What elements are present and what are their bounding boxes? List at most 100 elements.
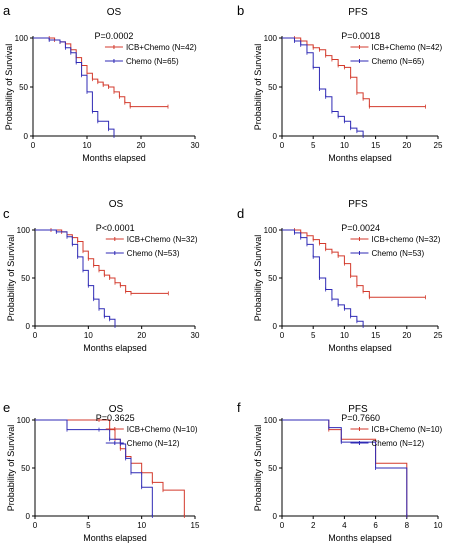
x-tick-label: 10 [340, 141, 349, 150]
chart-title: OS [107, 7, 122, 18]
km-curve-chemo [35, 419, 153, 516]
p-value: P=0.7660 [341, 413, 380, 423]
panel-d: d PFS 0 5 10 15 20 25 0 50 100 Months elapsed Probab… [237, 199, 443, 353]
x-tick-label: 30 [191, 141, 200, 150]
y-tick-label: 50 [268, 464, 277, 473]
x-axis-label: Months elapsed [83, 533, 147, 543]
y-tick-label: 100 [15, 34, 29, 43]
y-tick-label: 100 [264, 34, 278, 43]
x-tick-label: 20 [137, 141, 146, 150]
x-tick-label: 20 [402, 331, 411, 340]
legend-entry: ICB+Chemo (N=10) [371, 425, 442, 434]
legend-entry: Chemo (N=12) [371, 439, 424, 448]
y-axis-label: Probability of Survival [4, 44, 14, 131]
panel-label: a [3, 3, 11, 18]
panel-label: d [237, 206, 244, 221]
y-tick-label: 0 [24, 132, 29, 141]
y-tick-label: 100 [264, 226, 278, 235]
chart-title: PFS [348, 199, 368, 210]
x-tick-label: 15 [371, 141, 380, 150]
y-axis-label: Probability of Survival [253, 425, 263, 512]
legend-entry: Chemo (N=65) [371, 57, 424, 66]
chart-title: OS [109, 199, 124, 210]
legend-entry: ICB+chemo (N=32) [371, 235, 440, 244]
km-curve-chemo [282, 419, 408, 516]
y-axis-label: Probability of Survival [253, 235, 263, 322]
x-tick-label: 10 [83, 141, 92, 150]
x-tick-label: 0 [31, 141, 36, 150]
y-tick-label: 50 [268, 274, 277, 283]
x-tick-label: 15 [371, 331, 380, 340]
p-value: P=0.0024 [341, 223, 380, 233]
legend-entry: Chemo (N=65) [126, 57, 179, 66]
x-tick-label: 25 [434, 141, 443, 150]
legend-entry: ICB+Chemo (N=32) [127, 235, 198, 244]
chart-title: OS [109, 404, 124, 415]
x-tick-label: 0 [280, 331, 285, 340]
p-value: P=0.3625 [96, 413, 135, 423]
legend-entry: Chemo (N=53) [127, 249, 180, 258]
x-tick-label: 10 [434, 521, 443, 530]
y-axis-label: Probability of Survival [6, 425, 16, 512]
x-tick-label: 5 [311, 141, 316, 150]
y-tick-label: 0 [273, 132, 278, 141]
x-tick-label: 5 [86, 521, 91, 530]
legend-entry: ICB+Chemo (N=10) [127, 425, 198, 434]
x-tick-label: 10 [84, 331, 93, 340]
panel-e: e OS 0 5 10 15 0 50 100 Months elapsed Probability… [3, 400, 200, 543]
x-tick-label: 20 [137, 331, 146, 340]
p-value: P<0.0001 [96, 223, 135, 233]
legend-entry: Chemo (N=53) [371, 249, 424, 258]
panel-a: a OS 0 10 20 30 0 50 100 Months elapsed Probabilit… [3, 3, 200, 163]
y-tick-label: 100 [17, 416, 31, 425]
panel-label: e [3, 400, 10, 415]
y-tick-label: 0 [26, 322, 31, 331]
y-tick-label: 50 [21, 464, 30, 473]
x-tick-label: 30 [191, 331, 200, 340]
panel-label: f [237, 400, 241, 415]
x-axis-label: Months elapsed [328, 343, 392, 353]
x-tick-label: 0 [33, 521, 38, 530]
panel-b: b PFS 0 5 10 15 20 25 0 50 100 Months elapsed Probab… [237, 3, 443, 163]
chart-title: PFS [348, 404, 368, 415]
x-tick-label: 25 [434, 331, 443, 340]
x-axis-label: Months elapsed [328, 533, 392, 543]
x-tick-label: 8 [405, 521, 410, 530]
x-tick-label: 0 [280, 521, 285, 530]
x-axis-label: Months elapsed [83, 343, 147, 353]
x-tick-label: 10 [137, 521, 146, 530]
x-tick-label: 0 [280, 141, 285, 150]
km-curve-chemo [35, 229, 116, 326]
km-curve-chemo [282, 37, 364, 136]
p-value: P=0.0002 [95, 31, 134, 41]
km-curve-icb-chemo [35, 419, 185, 516]
x-tick-label: 2 [311, 521, 316, 530]
x-tick-label: 0 [33, 331, 38, 340]
legend-entry: Chemo (N=12) [127, 439, 180, 448]
x-axis-label: Months elapsed [328, 153, 392, 163]
legend-entry: ICB+Chemo (N=42) [371, 43, 442, 52]
y-tick-label: 50 [19, 83, 28, 92]
x-axis-label: Months elapsed [82, 153, 146, 163]
x-tick-label: 6 [373, 521, 378, 530]
x-tick-label: 5 [311, 331, 316, 340]
legend-entry: ICB+Chemo (N=42) [126, 43, 197, 52]
x-tick-label: 4 [342, 521, 347, 530]
y-axis-label: Probability of Survival [6, 235, 16, 322]
y-tick-label: 0 [26, 512, 31, 521]
x-tick-label: 15 [191, 521, 200, 530]
y-tick-label: 100 [264, 416, 278, 425]
panel-label: c [3, 206, 10, 221]
p-value: P=0.0018 [341, 31, 380, 41]
x-tick-label: 20 [402, 141, 411, 150]
y-tick-label: 100 [17, 226, 31, 235]
panel-c: c OS 0 10 20 30 0 50 100 Months elapsed Probabilit… [3, 199, 200, 353]
x-tick-label: 10 [340, 331, 349, 340]
panel-label: b [237, 3, 244, 18]
chart-title: PFS [348, 7, 368, 18]
y-axis-label: Probability of Survival [253, 44, 263, 131]
y-tick-label: 0 [273, 322, 278, 331]
y-tick-label: 50 [268, 83, 277, 92]
